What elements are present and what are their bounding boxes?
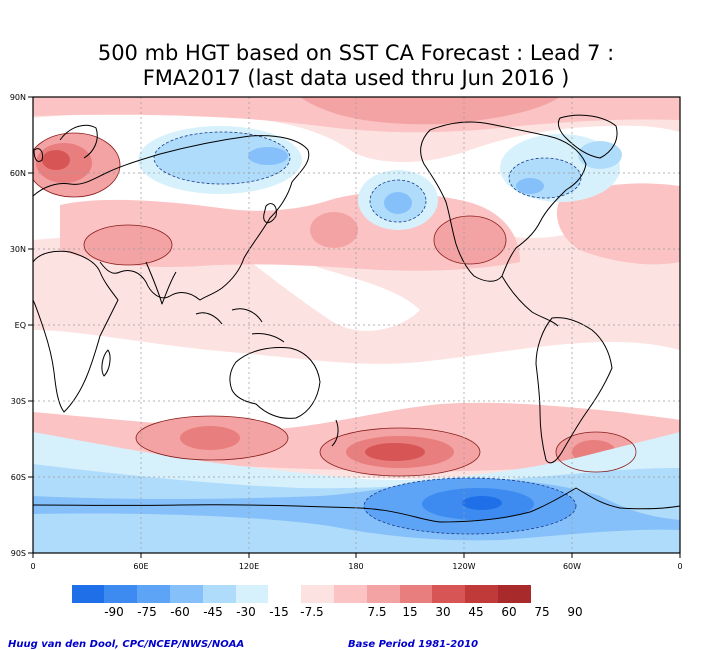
field-neutral-pacific [230, 245, 420, 331]
colorbar-swatch [268, 585, 301, 603]
lon-label-0-left: 0 [30, 562, 35, 571]
coast-eurasia [33, 135, 310, 301]
contour-satl [555, 431, 637, 473]
coast-scandinavia [59, 124, 98, 159]
colorbar-swatch [498, 585, 531, 603]
colorbar-label: -15 [269, 605, 289, 619]
lat-labels: 90N 60N 30N EQ 30S 60S 90S [10, 93, 26, 558]
axis-ticks [28, 96, 681, 558]
field-neg-namerica-core [516, 178, 544, 194]
coast-uk [33, 148, 43, 163]
colorbar-label: -7.5 [300, 605, 323, 619]
field-neg-siberia-core [248, 147, 288, 165]
lon-label-60w: 60W [563, 562, 581, 571]
field-pos-npac-w [310, 212, 358, 248]
colorbar-label: 30 [435, 605, 450, 619]
coast-antarctica [33, 487, 680, 523]
contour-asia [83, 224, 173, 266]
map-title-line2: FMA2017 (last data used thru Jun 2016 ) [142, 66, 570, 90]
contour-europe [33, 132, 121, 198]
color-bar [72, 585, 531, 603]
map-grid [33, 97, 680, 553]
colorbar-swatch [432, 585, 465, 603]
lon-label-180: 180 [348, 562, 363, 571]
coast-madagascar [101, 349, 111, 377]
colorbar-swatch [334, 585, 367, 603]
footer-credit: Huug van den Dool, CPC/NCEP/NWS/NOAA [8, 639, 245, 650]
lat-label-60s: 60S [11, 473, 26, 482]
field-neg-npac-core [384, 192, 412, 214]
field-pos-sio-core [180, 426, 240, 450]
contour-npac-low [369, 179, 427, 223]
colorbar-label: -90 [104, 605, 124, 619]
contour-sio [135, 415, 289, 461]
lat-label-60n: 60N [10, 169, 26, 178]
colorbar-label: 15 [402, 605, 417, 619]
field-neutral-tropics [33, 330, 680, 441]
field-pos-asia [84, 225, 172, 265]
colorbar-label: 45 [468, 605, 483, 619]
colorbar-label: 90 [567, 605, 582, 619]
contour-spac [319, 427, 481, 477]
colorbar-swatch [203, 585, 236, 603]
colorbar-label: -60 [170, 605, 190, 619]
colorbar-swatch [301, 585, 334, 603]
field-pos-arctic-core [300, 97, 560, 125]
contour-namerica [508, 157, 582, 199]
colorbar-swatch [104, 585, 137, 603]
lat-label-eq: EQ [15, 321, 26, 330]
coast-africa [33, 250, 119, 413]
lat-label-30s: 30S [11, 397, 26, 406]
colorbar-labels: -90 -75 -60 -45 -30 -15 -7.5 7.5 15 30 4… [104, 605, 582, 619]
lon-label-120e: 120E [239, 562, 259, 571]
field-pos-spac-core [365, 443, 425, 461]
coast-japan [263, 203, 277, 223]
colorbar-label: -75 [137, 605, 157, 619]
contour-npac-e [433, 215, 507, 265]
colorbar-label: 60 [501, 605, 516, 619]
field-pos-europe-peak [42, 150, 70, 170]
colorbar-swatch [367, 585, 400, 603]
colorbar-label: 75 [534, 605, 549, 619]
lat-label-90n: 90N [10, 93, 26, 102]
lon-label-60e: 60E [133, 562, 148, 571]
lat-label-90s: 90S [11, 549, 26, 558]
lon-label-0-right: 0 [677, 562, 682, 571]
contour-lines [33, 132, 637, 477]
colorbar-swatch [170, 585, 203, 603]
colorbar-label: -30 [236, 605, 256, 619]
colorbar-swatch [137, 585, 170, 603]
coast-central-america [501, 275, 559, 327]
colorbar-swatch [72, 585, 104, 603]
field-neg-greenland [578, 141, 622, 169]
colorbar-swatch [236, 585, 268, 603]
coastlines [33, 114, 680, 523]
map-title-line1: 500 mb HGT based on SST CA Forecast : Le… [97, 41, 615, 65]
lon-labels: 0 60E 120E 180 120W 60W 0 [30, 562, 682, 571]
contour-amundsen [363, 477, 577, 535]
coast-sea-islands [195, 308, 285, 343]
colorbar-swatch [400, 585, 432, 603]
coast-india [145, 261, 177, 305]
coast-greenland [557, 114, 618, 159]
contour-siberia [153, 131, 291, 185]
field-neg-amundsen-peak [462, 496, 502, 510]
coast-south-america [535, 317, 613, 464]
lat-label-30n: 30N [10, 245, 26, 254]
footer-base-period: Base Period 1981-2010 [348, 639, 479, 650]
field-pos-natl [556, 183, 680, 265]
colorbar-swatch [465, 585, 498, 603]
colorbar-label: -45 [203, 605, 223, 619]
coast-newzealand [331, 419, 339, 447]
lon-label-120w: 120W [452, 562, 475, 571]
colorbar-label: 7.5 [367, 605, 386, 619]
field-neg-siberia-in [154, 132, 290, 184]
contour-lines-negative [153, 131, 582, 535]
coast-australia [229, 347, 321, 419]
coast-north-america [420, 121, 587, 282]
